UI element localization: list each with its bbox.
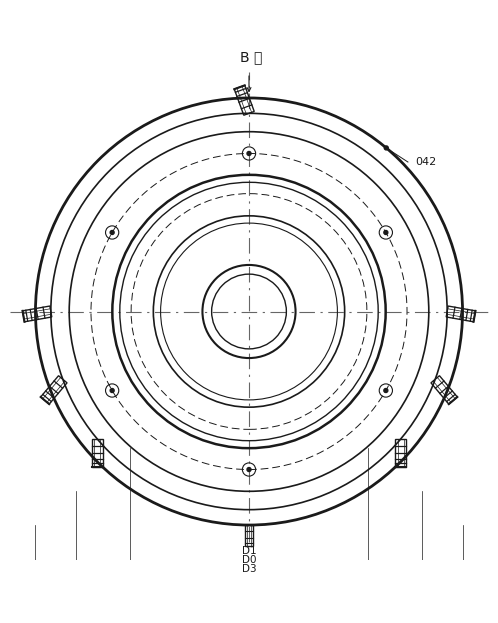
Text: B 向: B 向	[241, 50, 262, 65]
Text: 042: 042	[415, 157, 437, 167]
Circle shape	[384, 146, 388, 150]
Circle shape	[384, 231, 388, 234]
Circle shape	[247, 151, 251, 156]
Circle shape	[384, 389, 388, 392]
Text: D3: D3	[242, 564, 256, 574]
Text: D1: D1	[242, 546, 256, 556]
Text: D0: D0	[242, 555, 256, 565]
Circle shape	[247, 467, 251, 472]
Circle shape	[110, 389, 114, 392]
Circle shape	[110, 231, 114, 234]
